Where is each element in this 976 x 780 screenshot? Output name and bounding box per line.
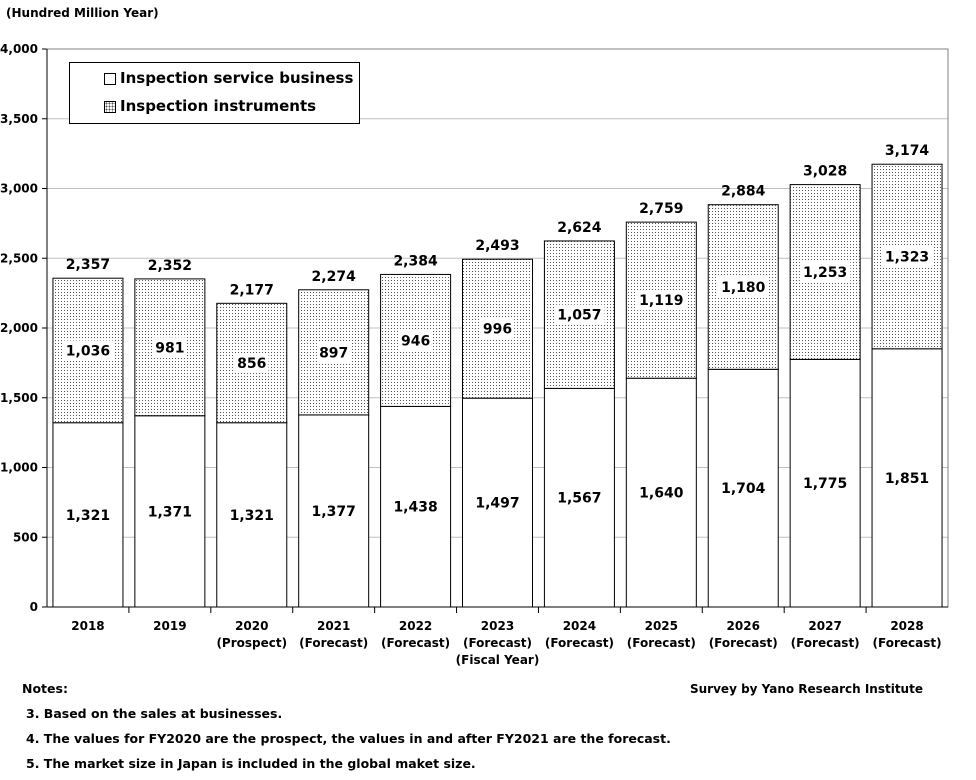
data-label-service: 1,704 — [721, 481, 766, 497]
x-tick-label-note: (Forecast) — [627, 636, 696, 650]
x-tick-label-note: (Forecast) — [381, 636, 450, 650]
x-tick-label-year: 2022 — [399, 619, 432, 633]
data-label-box — [717, 276, 769, 297]
y-tick-label: 3,000 — [0, 182, 38, 196]
data-label-instruments: 1,253 — [803, 265, 847, 281]
x-tick-label-year: 2025 — [645, 619, 678, 633]
data-label-box — [799, 261, 851, 282]
note-item-4: 4. The values for FY2020 are the prospec… — [26, 731, 671, 746]
x-tick-label-year: 2026 — [727, 619, 760, 633]
x-tick-label-year: 2020 — [235, 619, 268, 633]
data-label-total: 2,352 — [148, 258, 192, 274]
legend: Inspection service business Inspection i… — [69, 62, 360, 124]
x-tick-label-note: (Forecast) — [873, 636, 942, 650]
bar-service — [543, 387, 615, 608]
legend-swatch-service — [104, 73, 116, 85]
data-label-service: 1,438 — [393, 500, 437, 516]
data-label-instruments: 1,180 — [721, 280, 766, 296]
y-tick-label: 3,500 — [0, 112, 38, 126]
x-tick-label-year: 2018 — [71, 619, 104, 633]
data-label-box — [316, 342, 351, 363]
bar-service — [462, 397, 533, 608]
notes: Notes: 3. Based on the sales at business… — [22, 680, 671, 780]
legend-swatch-instruments — [104, 101, 116, 113]
data-label-instruments: 1,057 — [557, 308, 601, 324]
data-label-box — [554, 304, 605, 325]
data-label-total: 2,274 — [312, 269, 357, 285]
source-credit: Survey by Yano Research Institute — [690, 682, 923, 696]
y-tick-label: 2,500 — [0, 251, 38, 265]
y-tick-label: 1,000 — [0, 461, 38, 475]
bar-service — [380, 405, 452, 608]
data-label-total: 2,493 — [475, 238, 519, 254]
data-label-instruments: 897 — [319, 345, 348, 361]
y-tick-label: 1,500 — [0, 391, 38, 405]
data-label-service: 1,775 — [803, 476, 847, 492]
bar-service — [134, 415, 206, 608]
x-tick-label-year: 2023 — [481, 619, 514, 633]
x-tick-label-note: (Prospect) — [216, 636, 287, 650]
data-label-service: 1,371 — [148, 504, 192, 520]
data-label-instruments: 1,119 — [639, 293, 683, 309]
data-label-total: 2,357 — [66, 257, 110, 273]
data-label-service: 1,321 — [230, 508, 274, 524]
x-tick-label-note: (Forecast) — [791, 636, 860, 650]
data-label-total: 2,624 — [557, 220, 602, 236]
data-label-instruments: 981 — [155, 340, 184, 356]
data-label-total: 2,177 — [230, 282, 274, 298]
data-label-instruments: 1,036 — [66, 343, 110, 359]
legend-label-service: Inspection service business — [120, 69, 354, 87]
data-label-box — [153, 337, 187, 358]
data-label-service: 1,640 — [639, 486, 684, 502]
x-tick-label-note: (Forecast) — [463, 636, 532, 650]
note-item-3: 3. Based on the sales at businesses. — [26, 706, 283, 721]
data-label-service: 1,567 — [557, 491, 601, 507]
data-label-box — [62, 340, 114, 361]
bar-service — [707, 368, 779, 608]
y-tick-label: 4,000 — [0, 42, 38, 56]
data-label-total: 2,759 — [639, 201, 683, 217]
data-label-instruments: 1,323 — [885, 250, 929, 266]
y-tick-label: 0 — [30, 600, 38, 614]
data-label-instruments: 946 — [401, 333, 430, 349]
x-tick-label-year: 2024 — [563, 619, 596, 633]
data-label-instruments: 856 — [237, 356, 266, 372]
data-label-total: 3,028 — [803, 164, 847, 180]
data-label-box — [235, 353, 269, 374]
bar-service — [789, 358, 861, 608]
y-tick-label: 500 — [13, 530, 38, 544]
data-label-box — [398, 330, 433, 351]
data-label-instruments: 996 — [483, 322, 512, 338]
data-label-total: 3,174 — [885, 143, 930, 159]
unit-label: (Hundred Million Year) — [6, 6, 159, 20]
note-item-5: 5. The market size in Japan is included … — [26, 756, 476, 771]
notes-heading: Notes: — [22, 681, 68, 696]
x-tick-label-year: 2027 — [808, 619, 841, 633]
x-tick-label-year: 2028 — [890, 619, 923, 633]
data-label-box — [480, 318, 515, 339]
x-tick-label-year: 2019 — [153, 619, 186, 633]
data-label-service: 1,851 — [885, 471, 929, 487]
y-tick-label: 2,000 — [0, 321, 38, 335]
x-tick-label-note: (Forecast) — [709, 636, 778, 650]
data-label-service: 1,321 — [66, 508, 110, 524]
data-label-service: 1,377 — [312, 504, 356, 520]
bar-service — [216, 422, 288, 608]
data-label-box — [881, 246, 933, 267]
data-label-box — [636, 290, 687, 311]
data-label-service: 1,497 — [475, 496, 519, 512]
x-tick-label-note: (Forecast) — [545, 636, 614, 650]
x-tick-label-note: (Forecast) — [299, 636, 368, 650]
data-label-total: 2,384 — [393, 253, 438, 269]
x-tick-label-year: 2021 — [317, 619, 350, 633]
data-label-total: 2,884 — [721, 184, 766, 200]
x-axis-title: (Fiscal Year) — [456, 653, 540, 667]
legend-label-instruments: Inspection instruments — [120, 97, 317, 115]
bar-service — [871, 348, 943, 608]
bar-service — [298, 414, 370, 608]
